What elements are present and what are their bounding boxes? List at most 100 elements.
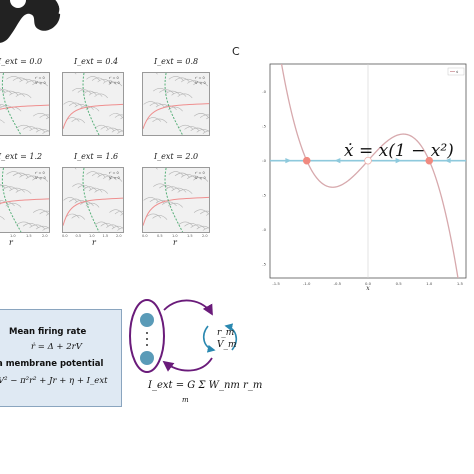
feedback-arrow [224,323,238,351]
panel-title: I_ext = 0.0 [0,57,43,66]
vector-field-streak [19,78,36,84]
vector-field-streak [97,78,112,84]
phase-panel: r' = 0 V' = 0 [62,72,124,136]
vector-field-streak [180,174,196,179]
x-tick-label: 0.0 [365,281,372,286]
vector-field-streak [88,92,103,97]
flow-arrow [395,158,402,164]
vector-field-streak [45,116,49,120]
vector-field-streak [184,126,200,131]
panel-title: I_ext = 1.6 [74,152,119,161]
v-nullcline [1,73,22,135]
vector-field-streak [0,119,5,124]
vector-field-streak [0,89,12,94]
equation-box: Mean firing rate ṙ = Δ + 2rV a membrane … [0,309,122,407]
legend-entry: r' = 0 [109,76,119,80]
vector-field-streak [2,90,19,96]
phase-panel: r' = 0 V' = 0 [0,167,50,233]
vector-field-streak [202,130,209,134]
node-label-voltage: V_m [217,340,237,350]
vector-field-streak [63,168,77,170]
vector-field-streak [165,90,181,96]
vector-field-streak [108,177,123,182]
vector-field-streak [108,81,123,87]
vector-field-streak [0,105,15,110]
vector-field-streak [97,174,112,179]
vector-field-streak [80,201,94,207]
vector-field-streak [152,215,168,220]
legend-entry: V' = 0 [195,176,206,180]
stable-fixed-point [425,156,434,165]
vector-field-streak [2,186,19,192]
vector-field-streak [9,92,25,97]
vector-field-streak [143,168,158,170]
coupling-equation: I_ext = G Σ W_nm r_m [148,380,263,391]
vector-field-streak [0,215,5,220]
vector-field-streak [32,177,49,182]
v-nullcline [164,73,184,135]
vector-field-streak [159,184,175,190]
flow-arrow [334,158,341,164]
vector-field-streak [94,93,108,99]
vector-field-streak [72,183,86,189]
sum-index: m [182,396,189,404]
vector-field-streak [103,175,117,181]
vector-field-streak [83,90,97,96]
vector-field-streak [177,93,193,99]
vector-field-streak [9,187,25,193]
vector-field-streak [12,77,29,83]
vector-field-streak [100,126,115,131]
vector-field-streak [159,89,175,94]
vector-field-streak [91,172,106,178]
vector-field-streak [94,221,109,227]
vector-field-streak [120,213,123,216]
vector-field-streak [177,189,193,194]
vector-field-streak [71,118,86,124]
vector-field-streak [63,197,78,202]
v-nullcline [164,168,184,232]
vector-field-streak [171,187,187,193]
vector-field-streak [15,93,32,99]
legend-entry: V' = 0 [109,176,120,180]
vector-field-streak [39,114,49,118]
vector-field-streak [85,202,100,208]
vector-field-streak [86,76,100,81]
vector-field-streak [45,213,49,216]
legend-entry: r' = 0 [195,76,205,80]
vector-field-streak [143,73,158,75]
vector-field-streak [187,80,202,85]
vector-field-streak [32,209,49,215]
x-tick-label: 1.5 [26,234,32,238]
vector-field-streak [193,81,209,87]
vector-field-streak [149,102,165,108]
vector-field-streak [117,227,123,231]
vector-field-streak [94,189,108,194]
vector-field-streak [32,113,49,118]
vector-field-streak [77,184,92,190]
legend-entry: r' = 0 [35,171,45,175]
legend-entry: V' = 0 [35,176,46,180]
heading-membrane-potential: a membrane potential [0,359,104,369]
vector-field-streak [184,223,200,228]
vector-field-streak [206,213,209,216]
vector-field-streak [167,202,183,208]
vector-field-streak [15,189,32,194]
v-nullcline [82,73,100,135]
vector-field-streak [153,88,168,93]
coupling-arrow [163,299,213,316]
vector-field-streak [80,105,94,110]
y-tick-label: 1.0 [262,89,267,94]
vector-field-streak [0,184,12,190]
vector-field-streak [152,118,168,124]
vector-field-streak [117,130,123,134]
vector-field-streak [114,114,123,118]
flow-arrow [444,158,451,164]
v-nullcline [82,168,100,232]
vector-field-streak [65,213,80,219]
vector-field-streak [0,104,9,109]
x-axis-label: r [9,238,13,247]
y-tick-label: -1.5 [262,262,267,267]
vector-field-streak [114,210,123,215]
x-tick-label: 1.5 [187,234,193,238]
x-tick-label: -1.5 [272,281,280,286]
